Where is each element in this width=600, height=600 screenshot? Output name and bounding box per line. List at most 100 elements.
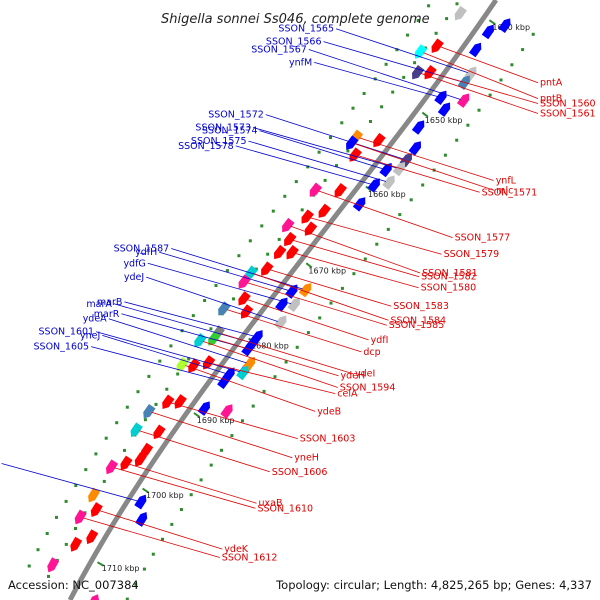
reverse-gene-label[interactable]: ynfL [496, 176, 517, 187]
forward-gene-feature[interactable] [217, 372, 232, 390]
forward-gene-label[interactable]: SSON_1567 [251, 45, 307, 56]
reverse-feature[interactable] [172, 394, 187, 411]
forward-feature[interactable] [352, 195, 369, 212]
reverse-gene-feature[interactable] [236, 274, 252, 291]
reverse-feature[interactable] [132, 451, 147, 469]
reverse-gene-feature[interactable] [128, 422, 143, 439]
reverse-gene-label[interactable]: celA [337, 389, 358, 400]
reverse-gene-feature[interactable] [242, 265, 258, 282]
reverse-feature[interactable] [452, 5, 467, 23]
forward-gene-feature[interactable] [457, 73, 473, 91]
forward-feature[interactable] [220, 402, 235, 419]
forward-gene-feature[interactable] [298, 281, 315, 298]
forward-gene-feature[interactable] [241, 340, 256, 357]
reverse-gene-label[interactable]: SSON_1560 [540, 99, 596, 110]
forward-gene-label[interactable]: SSON_1587 [114, 244, 170, 255]
forward-gene-label[interactable]: ydfG [123, 258, 145, 269]
forward-feature[interactable] [468, 40, 484, 58]
reverse-gene-label[interactable]: dcp [363, 347, 380, 358]
reverse-gene-label[interactable]: uxaB [259, 498, 283, 509]
forward-feature[interactable] [481, 22, 497, 40]
forward-gene-feature[interactable] [379, 161, 394, 178]
reverse-gene-label[interactable]: ydeH [341, 371, 366, 382]
reverse-gene-label[interactable]: SSON_1571 [482, 187, 538, 198]
reverse-gene-feature[interactable] [409, 64, 425, 82]
reverse-gene-feature[interactable] [412, 44, 428, 61]
forward-gene-feature[interactable] [287, 295, 302, 313]
reverse-gene-feature[interactable] [103, 459, 119, 476]
reverse-feature[interactable] [302, 221, 318, 238]
forward-gene-label[interactable]: marB [97, 297, 123, 308]
reverse-feature[interactable] [332, 183, 348, 200]
forward-feature[interactable] [275, 295, 290, 312]
forward-feature[interactable] [411, 118, 427, 135]
reverse-gene-label[interactable]: SSON_1581 [422, 268, 478, 279]
forward-gene-feature[interactable] [236, 363, 251, 381]
reverse-gene-feature[interactable] [88, 502, 103, 519]
forward-gene-label[interactable]: yneJ [80, 330, 100, 341]
forward-gene-label[interactable]: SSON_1566 [266, 37, 322, 48]
reverse-feature[interactable] [85, 487, 101, 505]
reverse-gene-label[interactable]: SSON_1583 [393, 301, 449, 312]
reverse-gene-feature[interactable] [281, 231, 297, 249]
reverse-gene-feature[interactable] [283, 245, 299, 262]
reverse-gene-feature[interactable] [118, 455, 133, 473]
reverse-gene-label[interactable]: SSON_1577 [455, 233, 511, 244]
reverse-feature[interactable] [45, 557, 60, 574]
reverse-gene-label[interactable]: SSON_1606 [272, 467, 328, 478]
reverse-gene-label[interactable]: SSON_1582 [421, 272, 477, 283]
reverse-gene-feature[interactable] [235, 291, 251, 308]
forward-feature[interactable] [498, 16, 513, 33]
forward-gene-feature[interactable] [367, 176, 383, 193]
reverse-gene-feature[interactable] [346, 147, 362, 164]
reverse-feature[interactable] [151, 424, 166, 441]
forward-feature[interactable] [408, 139, 424, 156]
forward-gene-label[interactable]: SSON_1574 [202, 126, 258, 137]
reverse-gene-label[interactable]: SSON_1584 [391, 315, 447, 326]
forward-feature[interactable] [87, 592, 101, 600]
reverse-feature[interactable] [370, 132, 386, 150]
forward-gene-label[interactable]: ydeA [83, 314, 107, 325]
reverse-feature[interactable] [185, 358, 201, 375]
reverse-gene-label[interactable]: ydeB [317, 406, 341, 417]
reverse-gene-label[interactable]: ydeK [224, 544, 248, 555]
reverse-gene-feature[interactable] [72, 509, 87, 527]
reverse-gene-feature[interactable] [258, 261, 274, 278]
reverse-gene-label[interactable]: SSON_1580 [421, 283, 477, 294]
reverse-feature[interactable] [138, 442, 154, 460]
reverse-gene-label[interactable]: SSON_1585 [389, 320, 445, 331]
reverse-feature[interactable] [271, 244, 287, 262]
reverse-gene-feature[interactable] [159, 394, 175, 411]
reverse-gene-feature[interactable] [279, 217, 295, 235]
reverse-gene-label[interactable]: ydeI [355, 369, 375, 380]
forward-gene-label[interactable]: marR [94, 309, 120, 320]
reverse-feature[interactable] [68, 536, 83, 554]
forward-feature[interactable] [135, 510, 150, 527]
forward-gene-label[interactable]: SSON_1578 [178, 141, 234, 152]
reverse-gene-label[interactable]: pntA [540, 78, 563, 89]
forward-gene-label[interactable]: SSON_1573 [195, 123, 251, 134]
forward-gene-feature[interactable] [392, 160, 408, 177]
reverse-gene-feature[interactable] [215, 301, 231, 318]
reverse-gene-label[interactable]: SSON_1579 [444, 249, 500, 260]
reverse-gene-label[interactable]: SSON_1610 [258, 503, 314, 514]
reverse-gene-feature[interactable] [429, 38, 444, 55]
reverse-gene-feature[interactable] [205, 331, 221, 348]
reverse-gene-feature[interactable] [298, 209, 314, 226]
reverse-gene-label[interactable]: SSON_1594 [340, 383, 396, 394]
forward-gene-feature[interactable] [273, 313, 289, 330]
reverse-gene-label[interactable]: SSON_1603 [300, 434, 356, 445]
reverse-gene-feature[interactable] [307, 182, 323, 200]
reverse-feature[interactable] [316, 203, 332, 221]
forward-gene-label[interactable]: ydeJ [124, 272, 144, 283]
reverse-gene-label[interactable]: yneH [294, 453, 319, 464]
forward-gene-label[interactable]: ynfM [289, 57, 312, 68]
forward-feature[interactable] [437, 100, 453, 117]
reverse-gene-label[interactable]: ydfI [371, 335, 389, 346]
forward-gene-label[interactable]: SSON_1565 [278, 24, 334, 35]
reverse-gene-label[interactable]: SSON_1612 [222, 553, 278, 564]
forward-gene-label[interactable]: marA [86, 299, 112, 310]
forward-gene-label[interactable]: ydfH [135, 247, 157, 258]
reverse-gene-label[interactable]: mlc [496, 185, 513, 196]
forward-gene-feature[interactable] [456, 91, 472, 108]
